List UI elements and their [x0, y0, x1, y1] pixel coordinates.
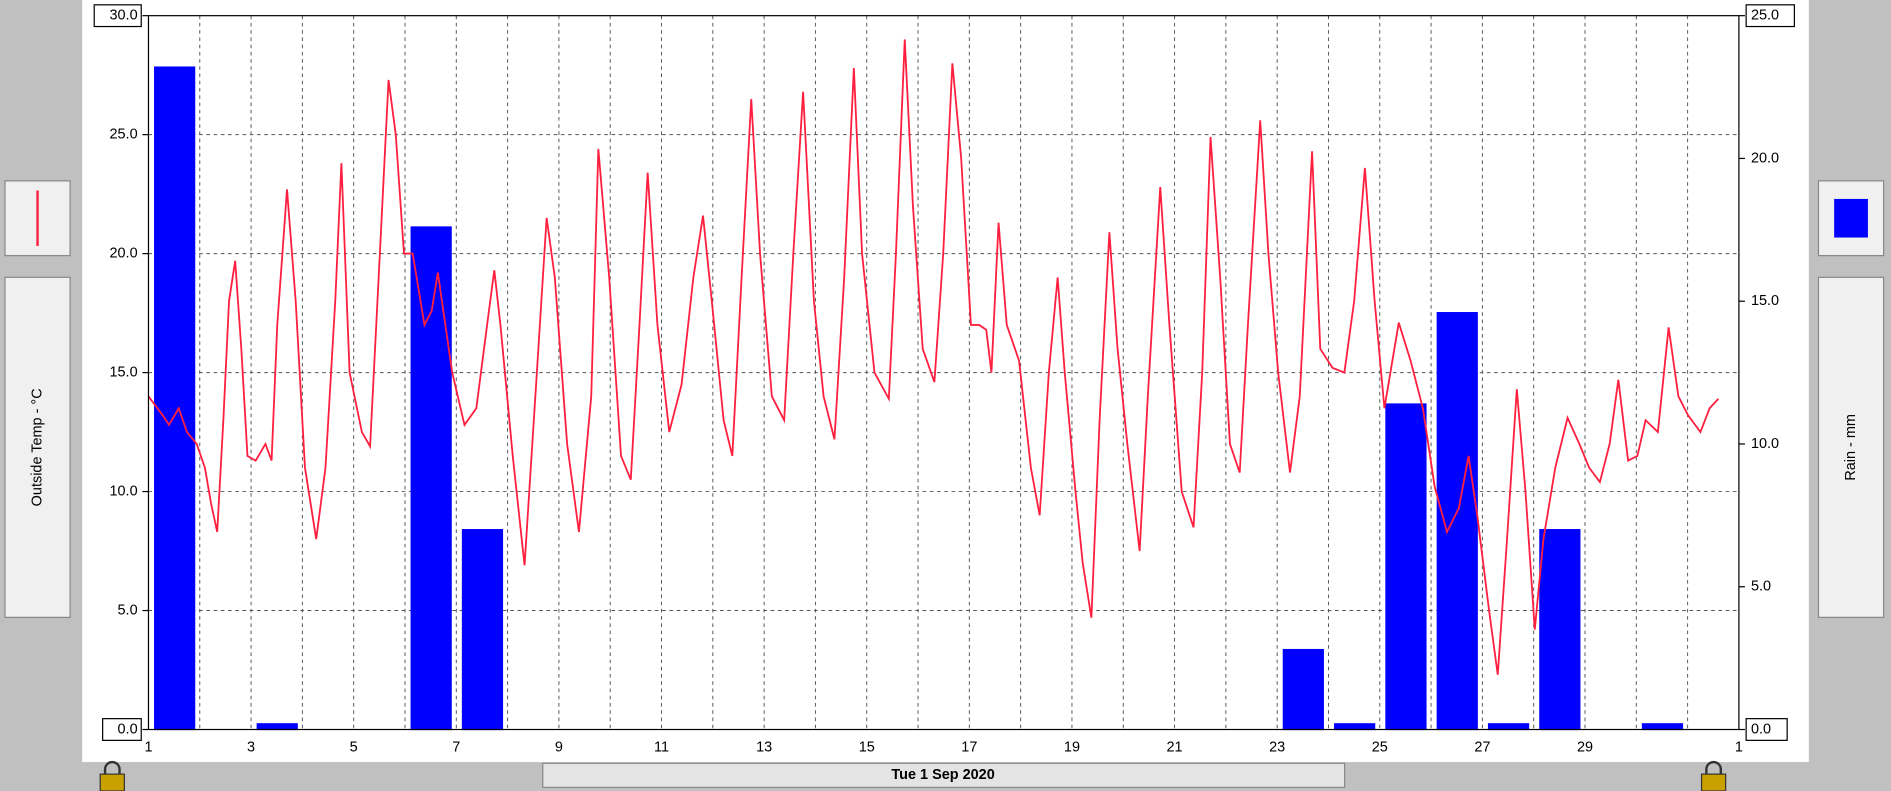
x-tick-label: 19	[1064, 739, 1080, 755]
y-axis-label: Outside Temp - °C	[29, 388, 45, 506]
lock-left[interactable]	[99, 760, 125, 791]
x-tick-label: 11	[654, 739, 669, 755]
temp-line	[147, 39, 1720, 675]
y2-tick-label: 10.0	[1751, 436, 1779, 452]
x-tick-label: 1	[1735, 739, 1743, 755]
x-tick-label: 23	[1269, 739, 1285, 755]
tick-box	[1745, 4, 1795, 28]
y-tick-label: 15.0	[109, 364, 137, 380]
y2-tick-label: 20.0	[1751, 150, 1779, 166]
x-tick-label: 5	[350, 739, 358, 755]
y-tick-label: 20.0	[109, 245, 137, 261]
y2-tick-label: 0.0	[1751, 721, 1771, 737]
x-tick-label: 15	[859, 739, 875, 755]
x-tick-label: 17	[961, 739, 977, 755]
x-tick-label: 13	[756, 739, 772, 755]
y2-tick-label: 15.0	[1751, 293, 1779, 309]
tick-box	[1745, 718, 1788, 741]
lock-right[interactable]	[1700, 760, 1727, 791]
date-button[interactable]	[542, 762, 1346, 788]
x-tick-label: 27	[1474, 739, 1490, 755]
y2-tick-label: 5.0	[1751, 579, 1771, 595]
temp-axis-panel[interactable]	[4, 276, 71, 618]
rain-bar	[154, 66, 196, 731]
rain-bar	[1539, 529, 1581, 731]
legend-swatch	[1834, 198, 1868, 238]
date-label: Tue 1 Sep 2020	[891, 767, 994, 783]
rain-bar	[1282, 648, 1324, 731]
chart-panel	[82, 0, 1809, 763]
x-tick-label: 3	[247, 739, 255, 755]
y-tick-label: 5.0	[118, 602, 138, 618]
y-tick-label: 10.0	[109, 483, 137, 499]
x-tick-label: 9	[555, 739, 563, 755]
plot	[147, 15, 1740, 731]
y-tick-label: 25.0	[109, 126, 137, 142]
x-tick-label: 25	[1372, 739, 1388, 755]
x-tick-label: 7	[452, 739, 460, 755]
rain-bar	[1334, 723, 1376, 731]
rain-axis-panel[interactable]	[1817, 276, 1885, 618]
x-tick-label: 29	[1577, 739, 1593, 755]
rain-bar	[1487, 723, 1530, 731]
x-tick-label: 21	[1167, 739, 1183, 755]
rain-bar	[410, 226, 452, 731]
rain-bar	[461, 529, 504, 731]
rain-bar	[1641, 723, 1684, 731]
x-tick-label: 1	[144, 739, 152, 755]
rain-bar	[1385, 403, 1427, 731]
y-tick-label: 0.0	[118, 721, 138, 737]
y-tick-label: 30.0	[109, 7, 137, 23]
tick-box	[93, 4, 142, 28]
rain-bar	[256, 723, 298, 731]
y2-axis-label: Rain - mm	[1843, 414, 1859, 481]
y2-tick-label: 25.0	[1751, 7, 1779, 23]
tick-box	[102, 718, 142, 741]
